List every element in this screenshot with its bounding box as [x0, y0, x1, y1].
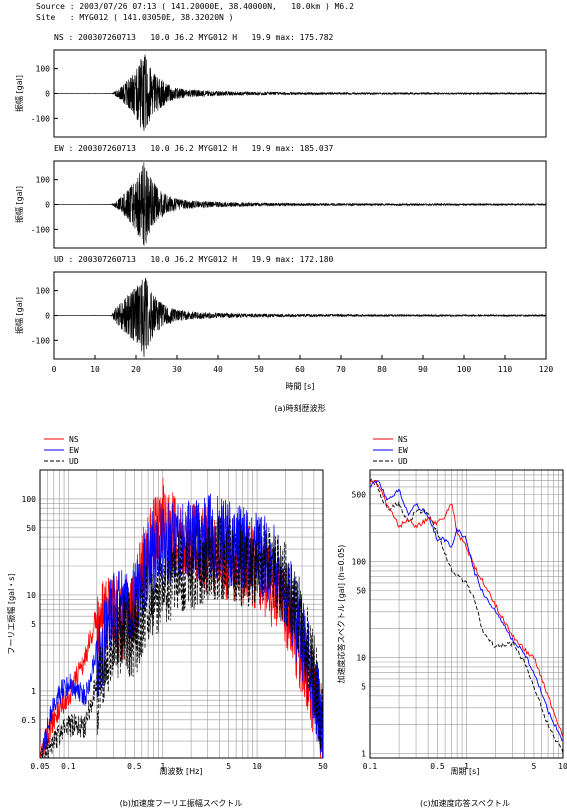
grid	[369, 469, 564, 759]
x-tick-label: 0.1	[363, 762, 378, 771]
x-tick-label: 30	[172, 365, 182, 374]
y-tick-label: 50	[356, 587, 366, 596]
ns-panel-title: NS : 200307260713 10.0 J6.2 MYG012 H 19.…	[54, 33, 334, 42]
y-tick-label: -100	[31, 336, 50, 345]
y-tick-label: 5	[361, 683, 366, 692]
ud-waveform-panel: 100 0 -100 振幅 [gal] 0 10 20 30 40 50 60 70 80 90 100 11…	[14, 271, 554, 374]
series-ew-line	[41, 493, 323, 758]
y-tick-label: 10	[356, 654, 366, 663]
x-tick-label: 10	[252, 762, 262, 771]
legend: NS EW UD	[44, 435, 79, 466]
y-tick-label: 100	[22, 495, 37, 504]
waveform-trace	[53, 54, 547, 131]
series-ud-line	[370, 478, 563, 754]
series-ns-line	[370, 479, 563, 737]
y-tick-label: 0	[45, 90, 50, 99]
y-tick-label: -100	[31, 225, 50, 234]
series-ud-line	[40, 516, 323, 758]
y-tick-label: -100	[31, 114, 50, 123]
legend-label-ew: EW	[69, 446, 79, 455]
y-tick-label: 1	[361, 750, 366, 759]
y-tick-label: 100	[36, 176, 51, 185]
y-axis-label: フーリエ振幅 [gal・s]	[6, 573, 16, 654]
ew-waveform-panel: 100 0 -100 振幅 [gal]	[14, 160, 547, 249]
y-tick-label: 100	[352, 558, 367, 567]
x-tick-label: 110	[498, 365, 513, 374]
ud-panel-title: UD : 200307260713 10.0 J6.2 MYG012 H 19.…	[54, 255, 334, 264]
legend-label-ew: EW	[398, 446, 408, 455]
legend-label-ud: UD	[69, 457, 79, 466]
site-line: Site : MYG012 ( 141.03050E, 38.32020N )	[36, 13, 233, 22]
y-tick-label: 500	[352, 491, 367, 500]
y-tick-label: 1	[31, 687, 36, 696]
x-tick-label: 70	[336, 365, 346, 374]
ew-panel-title: EW : 200307260713 10.0 J6.2 MYG012 H 19.…	[54, 144, 334, 153]
y-tick-label: 100	[36, 287, 51, 296]
y-tick-label: 10	[26, 591, 36, 600]
x-tick-label: 1	[464, 762, 469, 771]
x-tick-label: 0.5	[430, 762, 445, 771]
series-group	[40, 477, 323, 758]
y-axis-label: 加速度応答スペクトル [gal] (h=0.05)	[336, 545, 346, 684]
legend: NS EW UD	[373, 435, 408, 466]
x-tick-label: 0.5	[127, 762, 142, 771]
y-tick-label: 50	[26, 524, 36, 533]
x-tick-label: 20	[131, 365, 141, 374]
fourier-spectrum-chart: 0.05 0.1 0.5 1 5 10 50 100 50 10 5 1 0.5 フーリエ振幅 [gal・…	[6, 435, 328, 771]
ns-waveform-panel: 100 0 -100 振幅 [gal]	[14, 49, 547, 138]
caption-response: (c)加速度応答スペクトル	[420, 798, 510, 808]
legend-label-ud: UD	[398, 457, 408, 466]
x-tick-label: 5	[532, 762, 537, 771]
x-tick-label: 1	[160, 762, 165, 771]
series-ew-line	[370, 480, 563, 742]
time-axis-label: 時間 [s]	[286, 382, 315, 391]
response-x-label: 周期 [s]	[451, 767, 480, 776]
legend-label-ns: NS	[69, 435, 79, 444]
source-line: Source : 2003/07/26 07:13 ( 141.20000E, …	[36, 2, 354, 11]
y-tick-label: 0	[45, 312, 50, 321]
x-tick-label: 60	[295, 365, 305, 374]
plot-frame	[39, 469, 324, 759]
y-tick-label: 100	[36, 65, 51, 74]
x-tick-label: 100	[457, 365, 472, 374]
fourier-x-label: 周波数 [Hz]	[160, 766, 203, 776]
y-axis-label: 振幅 [gal]	[14, 297, 24, 334]
x-tick-label: 50	[254, 365, 264, 374]
x-tick-label: 40	[213, 365, 223, 374]
waveform-trace	[53, 278, 547, 358]
x-tick-label: 0.1	[61, 762, 76, 771]
x-tick-label: 5	[226, 762, 231, 771]
x-tick-label: 90	[418, 365, 428, 374]
plot-frame	[369, 469, 564, 759]
y-tick-label: 0	[45, 201, 50, 210]
x-tick-label: 80	[377, 365, 387, 374]
y-axis-label: 振幅 [gal]	[14, 75, 24, 112]
x-tick-label: 50	[318, 762, 328, 771]
y-tick-label: 0.5	[22, 716, 37, 725]
caption-time-history: (a)時刻歴波形	[274, 403, 325, 413]
series-group	[370, 478, 563, 754]
x-tick-label: 120	[539, 365, 554, 374]
x-tick-label: 10	[558, 762, 567, 771]
y-tick-label: 5	[31, 620, 36, 629]
x-tick-label: 10	[90, 365, 100, 374]
waveform-trace	[53, 162, 547, 246]
x-tick-label: 0.05	[30, 762, 49, 771]
response-spectrum-chart: 0.1 0.5 1 5 10 500 100 50 10 5 1 加速度応答スペクトル [gal] (…	[336, 435, 567, 771]
y-axis-label: 振幅 [gal]	[14, 186, 24, 223]
legend-label-ns: NS	[398, 435, 408, 444]
caption-fourier: (b)加速度フーリエ振幅スペクトル	[120, 798, 243, 808]
x-tick-label: 0	[52, 365, 57, 374]
